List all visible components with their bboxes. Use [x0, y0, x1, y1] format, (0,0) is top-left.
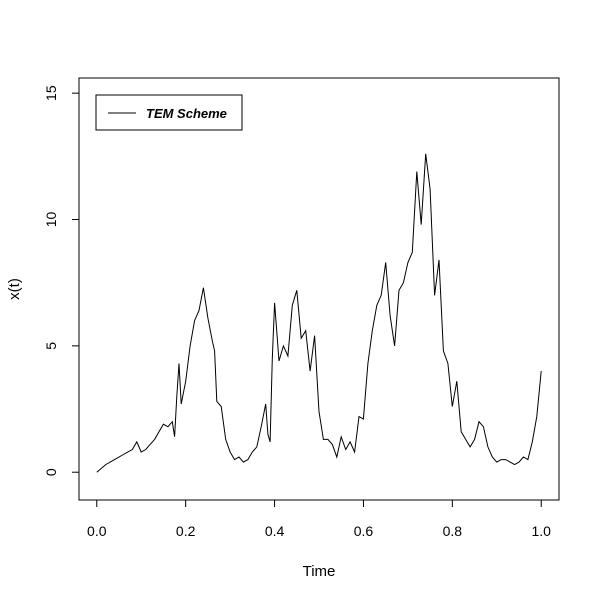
y-tick-label: 15: [43, 85, 59, 101]
series-line-tem-scheme: [96, 153, 542, 473]
x-tick-label: 1.0: [531, 523, 551, 539]
x-tick-label: 0.4: [265, 523, 285, 539]
legend: TEM Scheme: [95, 94, 243, 131]
x-tick-label: 0.2: [176, 523, 196, 539]
y-tick-label: 10: [43, 212, 59, 228]
x-tick-label: 0.6: [354, 523, 374, 539]
legend-label: TEM Scheme: [146, 106, 227, 121]
y-axis: 0 5 10 15: [43, 85, 80, 476]
y-tick-label: 5: [43, 342, 59, 350]
x-tick-label: 0.0: [87, 523, 107, 539]
y-tick-label: 0: [43, 468, 59, 476]
x-tick-label: 0.8: [443, 523, 463, 539]
plot-box: [78, 77, 560, 501]
y-axis-title: x(t): [6, 278, 23, 300]
x-axis-title: Time: [303, 563, 336, 580]
x-axis: 0.0 0.2 0.4 0.6 0.8 1.0: [87, 499, 551, 539]
